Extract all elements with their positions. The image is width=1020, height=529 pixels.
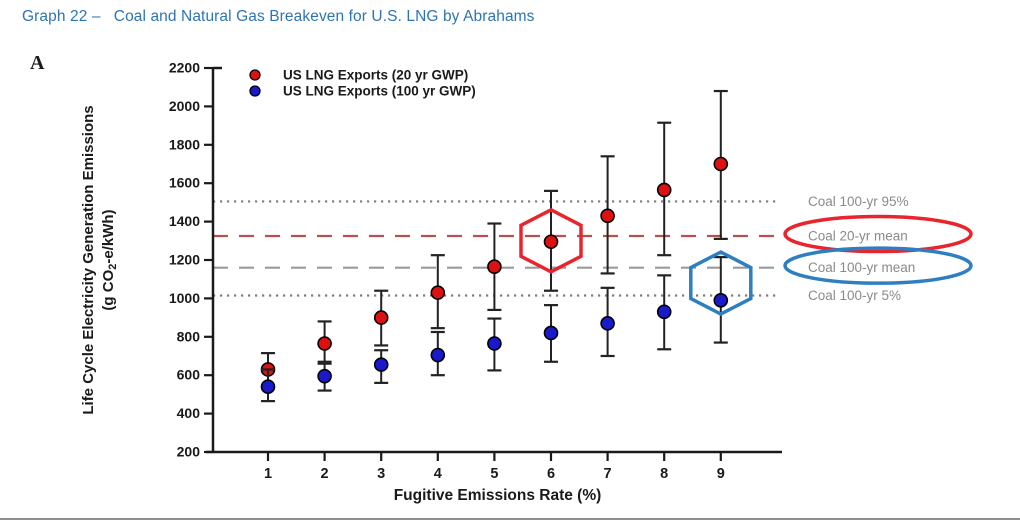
figure-title: Graph 22 – Coal and Natural Gas Breakeve…	[22, 8, 535, 25]
data-point	[487, 259, 502, 275]
reference-labels: Coal 100-yr 95% Coal 20-yr mean Coal 100-y…	[783, 194, 973, 303]
y-tick-label: 400	[177, 405, 201, 421]
x-tick-label: 4	[434, 466, 442, 482]
reference-label: Coal 100-yr 5%	[808, 288, 901, 303]
y-tick-label: 2200	[169, 60, 200, 76]
data-point	[260, 379, 276, 395]
y-tick-label: 2000	[169, 98, 200, 114]
data-point	[487, 336, 502, 351]
data-point	[543, 325, 559, 341]
data-point	[373, 357, 389, 372]
bottom-divider	[0, 518, 1020, 520]
legend-marker	[249, 69, 261, 81]
x-tick-label: 8	[660, 466, 668, 482]
legend: US LNG Exports (20 yr GWP)US LNG Exports…	[249, 68, 476, 99]
y-tick-label: 1400	[169, 213, 200, 229]
panel-label: A	[30, 52, 45, 74]
data-point	[543, 234, 559, 250]
x-tick-label: 9	[717, 466, 725, 482]
y-tick-label: 600	[177, 367, 201, 383]
data-point	[317, 368, 332, 384]
legend-label: US LNG Exports (100 yr GWP)	[283, 84, 476, 99]
hexagon-annotation	[689, 250, 753, 317]
reference-lines	[213, 200, 778, 297]
y-tick-label: 200	[177, 444, 201, 460]
x-tick-label: 1	[264, 466, 272, 482]
hexagon-annotations	[519, 207, 753, 317]
y-tick-label: 1200	[169, 252, 200, 268]
reference-label: Coal 100-yr 95%	[808, 194, 909, 209]
data-point	[430, 347, 446, 363]
x-tick-label: 6	[547, 466, 555, 482]
series-100yr-gwp	[260, 256, 729, 403]
y-axis-title-line2: (g CO2-e/kWh)	[100, 209, 119, 310]
x-tick-label: 5	[490, 466, 498, 482]
x-tick-label: 7	[604, 466, 612, 482]
x-tick-label: 3	[377, 466, 385, 482]
y-tick-label: 800	[177, 328, 201, 344]
data-point	[373, 310, 389, 325]
data-point	[430, 285, 446, 300]
legend-label: US LNG Exports (20 yr GWP)	[283, 68, 468, 83]
data-point	[713, 156, 729, 172]
x-axis: 1 2 3 4 5 6 7 8 9 Fugitive Emissions Rate (%)	[206, 450, 782, 504]
y-tick-label: 1800	[169, 136, 200, 152]
legend-marker	[249, 85, 261, 97]
label-circle-annotation	[783, 214, 973, 254]
y-axis: 200 400 600 800 1000 1200 1400 1600 1800 2000 2200…	[80, 60, 222, 460]
x-axis-title: Fugitive Emissions Rate (%)	[394, 487, 602, 504]
data-point	[656, 304, 672, 320]
hexagon-annotation	[519, 207, 583, 274]
reference-label: Coal 100-yr mean	[808, 260, 915, 275]
reference-label: Coal 20-yr mean	[808, 229, 908, 244]
y-tick-label: 1000	[169, 290, 200, 306]
y-axis-title-line1: Life Cycle Electricity Generation Emissi…	[80, 105, 97, 414]
data-point	[600, 316, 615, 331]
data-point	[713, 293, 729, 308]
data-point	[317, 336, 332, 351]
data-point	[656, 182, 672, 198]
label-circle-annotation	[783, 246, 973, 285]
x-tick-label: 2	[321, 466, 329, 482]
y-tick-label: 1600	[169, 175, 200, 191]
data-point	[600, 208, 615, 224]
